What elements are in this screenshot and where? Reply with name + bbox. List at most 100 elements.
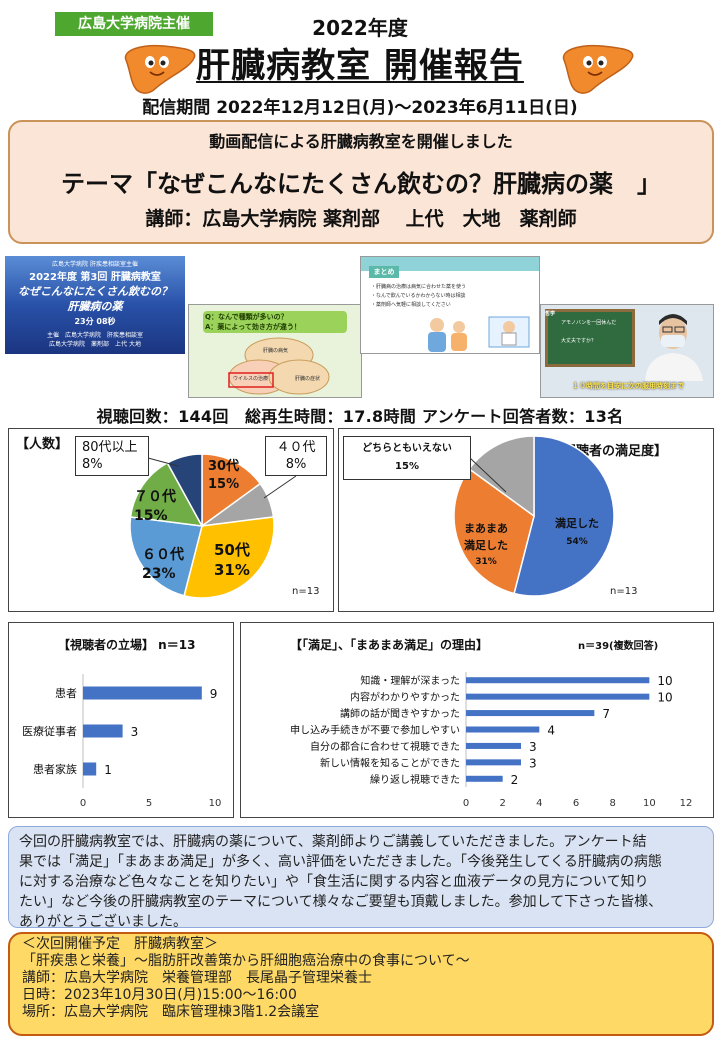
role-bar-label-2: 患者家族: [33, 762, 77, 776]
satisfaction-pie-chart: [453, 435, 615, 597]
reason-bar-tick-6: 12: [680, 798, 693, 809]
reason-bar-bar-3: [466, 726, 540, 733]
age-label-40s-box: ４０代 8%: [265, 436, 327, 476]
next-session-box: ＜次回開催予定 肝臓病教室＞ 「肝疾患と栄養」～脂肪肝改善策から肝細胞癌治療中の…: [8, 932, 714, 1036]
role-bar-title: 【視聴者の立場】 n＝13: [58, 638, 196, 652]
thumb4-caption: １０時間を目安に次の服用時刻まで: [572, 382, 684, 390]
lecturer-avatar: [645, 314, 703, 381]
role-bar-tick-0: 0: [80, 798, 86, 809]
year-title: 2022年度: [312, 16, 408, 40]
reason-bar-label-0: 知識・理解が深まった: [360, 674, 460, 687]
sat-label-somewhat-pct: 31%: [475, 557, 497, 567]
reason-bar-n: n＝39(複数回答): [578, 641, 659, 652]
role-bar-bar-2: [83, 762, 97, 776]
theme-intro: 動画配信による肝臓病教室を開催しました: [209, 132, 513, 151]
next-heading: ＜次回開催予定 肝臓病教室＞: [22, 936, 218, 952]
age-label-70s-pct: 15%: [134, 508, 168, 524]
thumb1-top: 広島大学病院 肝疾患相談室主催: [52, 261, 138, 268]
age-pie-chart: [129, 453, 297, 599]
age-label-40s: ４０代: [276, 440, 316, 455]
thumb3-b2: ・なんで飲んでいるかわからない時は相談: [371, 293, 466, 299]
thumbnail-title-slide: 広島大学病院 肝疾患相談室主催 2022年度 第3回 肝臓病教室 なぜこんなにた…: [5, 256, 185, 354]
role-bar-label-1: 医療従事者: [22, 724, 77, 738]
reason-bar-label-4: 自分の都合に合わせて視聴できた: [310, 740, 460, 753]
reason-bar-label-1: 内容がわかりやすかった: [350, 691, 460, 704]
thumb1-footer1: 主催 広島大学病院 肝疾患相談室: [46, 332, 143, 339]
age-pie-slice-3: [129, 516, 203, 597]
thumb3-b1: ・肝臓病の治療は病気に合わせた薬を使う: [371, 284, 467, 290]
age-label-50s-pct: 31%: [214, 561, 250, 579]
age-label-60s-group: ６０代 23%: [142, 546, 184, 584]
age-label-50s: 50代: [214, 541, 250, 559]
reason-bar-tick-0: 0: [463, 798, 469, 809]
sat-label-neutral-box: どちらともいえない 15%: [343, 436, 471, 480]
thumb1-title1: 2022年度 第3回 肝臓病教室: [29, 272, 161, 283]
reason-bar-bar-4: [466, 742, 521, 749]
role-bar-chart: 0 5 10 患者 9 医療従事者 3 患者家族 1: [22, 674, 222, 809]
viewing-stats: 視聴回数：144回 総再生時間：17.8時間 アンケート回答者数：13名: [96, 407, 624, 426]
age-80s-leader: [147, 457, 179, 467]
next-venue: 場所：広島大学病院 臨床管理棟3階1.2会議室: [22, 1004, 320, 1020]
role-bar-label-0: 患者: [55, 687, 77, 700]
sat-pie-slice-0: [513, 435, 615, 597]
thumb1-footer2: 広島大学病院 薬剤部 上代 大地: [49, 341, 141, 348]
reason-bar-label-5: 新しい情報を知ることができた: [320, 756, 460, 769]
reason-bar-value-5: 3: [529, 756, 537, 770]
thumb1-title3: 肝臓病の薬: [67, 300, 123, 313]
reason-bar-value-4: 3: [529, 740, 537, 754]
role-bar-tick-1: 5: [146, 798, 152, 809]
age-label-60s-pct: 23%: [142, 566, 176, 582]
next-datetime: 日時：2023年10月30日(月)15:00～16:00: [22, 987, 297, 1003]
reason-bar-tick-4: 8: [609, 798, 615, 809]
age-label-80s-box: 80代以上 8%: [75, 436, 149, 476]
role-bar-value-0: 9: [210, 687, 218, 701]
age-pie-label: 【人数】: [16, 437, 69, 452]
thumb2-c3: 肝臓の症状: [295, 376, 321, 382]
reason-bar-value-0: 10: [657, 674, 672, 688]
reason-bar-tick-2: 4: [536, 798, 542, 809]
reason-bar-bar-6: [466, 775, 503, 782]
reason-bar-title: 【「満足」、「まあまあ満足」の理由】: [290, 638, 489, 652]
theme-box: [8, 120, 714, 244]
summary-text: 今回の肝臓病教室では、肝臓病の薬について、薬剤師よりご講義していただきました。ア…: [8, 826, 714, 930]
page-title: 肝臓病教室 開催報告: [0, 38, 720, 87]
liver-mascot-left-icon: [124, 44, 196, 94]
age-pie-slice-2: [183, 516, 275, 599]
host-badge: 広島大学病院主催: [55, 12, 213, 36]
age-label-50s-group: 50代 31%: [214, 540, 250, 580]
delivery-period: 配信期間 2022年12月12日(月)～2023年6月11日(日): [142, 98, 578, 118]
role-bar-box: [8, 622, 234, 818]
thumb3-head: まとめ: [369, 266, 399, 278]
role-bar-value-2: 1: [104, 763, 112, 777]
age-label-30s: 30代: [208, 459, 240, 474]
age-pie-slice-4: [129, 461, 204, 527]
age-pie-n: n=13: [292, 586, 320, 597]
age-label-80s: 80代以上: [82, 440, 138, 455]
sat-label-neutral-pct: 15%: [395, 461, 419, 472]
sat-neutral-leader: [469, 457, 507, 493]
summary-line-5: ありがとうございました。: [19, 914, 187, 930]
reason-bar-value-6: 2: [511, 773, 519, 787]
age-label-80s-pct: 8%: [82, 457, 103, 472]
reason-bar-label-2: 講師の話が聞きやすかった: [340, 707, 460, 720]
summary-line-3: に対する治療など色々なことを知りたい」や「食生活に関する内容と血液データの見方に…: [19, 874, 649, 890]
sat-pie-slice-1: [453, 467, 535, 595]
sat-label-somewhat-group: まあまあ 満足した 31%: [456, 520, 516, 571]
thumb2-venn-icon: [228, 337, 330, 395]
reason-bar-value-1: 10: [657, 691, 672, 705]
sat-label-satisfied-pct: 54%: [566, 537, 588, 547]
summary-line-1: 今回の肝臓病教室では、肝臓病の薬について、薬剤師よりご講義していただきました。ア…: [19, 834, 647, 850]
role-bar-tick-2: 10: [209, 798, 222, 809]
role-bar-bar-1: [83, 724, 123, 738]
sat-label-somewhat-1: まあまあ: [464, 522, 508, 535]
theme-title: テーマ「なぜこんなにたくさん飲むの？肝臓病の薬 」: [61, 170, 661, 198]
thumbnail-diagram-slide: Q：なんで種類が多いの？ A：薬によって効き方が違う！ 肝臓の病気 ウイルスの治…: [188, 304, 362, 398]
role-bar-bar-0: [83, 686, 202, 700]
reason-bar-tick-5: 10: [643, 798, 656, 809]
next-lecturer: 講師：広島大学病院 栄養管理部 長尾晶子管理栄養士: [22, 970, 372, 986]
thumb2-q: Q：なんで種類が多いの？: [205, 313, 288, 321]
liver-mascot-right-icon: [562, 44, 634, 94]
age-label-60s: ６０代: [142, 547, 184, 563]
reason-bar-bar-5: [466, 759, 521, 766]
role-bar-value-1: 3: [131, 725, 139, 739]
